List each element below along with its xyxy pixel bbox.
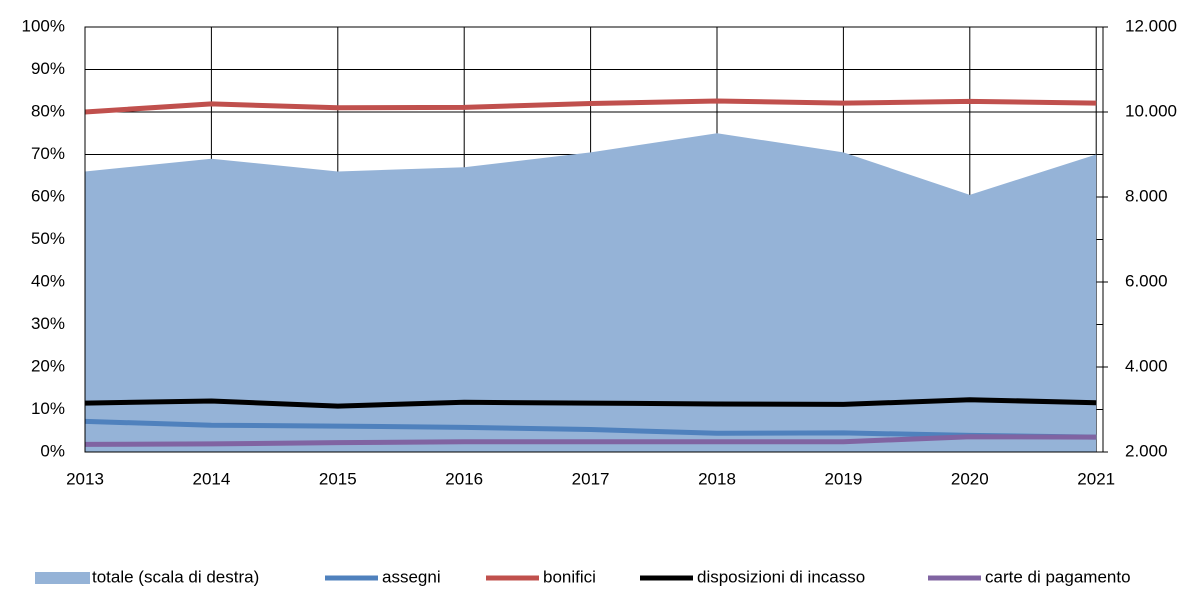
y-tick-label: 0% bbox=[40, 441, 65, 460]
x-tick-label: 2013 bbox=[66, 469, 104, 488]
y2-tick-label: 12.000 bbox=[1125, 16, 1177, 35]
y-tick-label: 40% bbox=[31, 271, 65, 290]
line bbox=[84, 418, 1097, 440]
x-tick-label: 2017 bbox=[572, 469, 610, 488]
y-tick-label: 80% bbox=[31, 101, 65, 120]
line bbox=[84, 98, 1097, 115]
y-tick-label: 20% bbox=[31, 356, 65, 375]
y2-tick-label: 4.000 bbox=[1125, 356, 1168, 375]
y2-tick-label: 6.000 bbox=[1125, 271, 1168, 290]
area bbox=[85, 133, 1097, 452]
y-tick-label: 30% bbox=[31, 314, 65, 333]
x-tick-label: 2016 bbox=[445, 469, 483, 488]
x-tick-label: 2020 bbox=[951, 469, 989, 488]
y-tick-label: 90% bbox=[31, 59, 65, 78]
y-tick-label: 100% bbox=[22, 16, 65, 35]
x-tick-label: 2021 bbox=[1077, 469, 1115, 488]
y2-tick-label: 2.000 bbox=[1125, 441, 1168, 460]
y2-tick-label: 8.000 bbox=[1125, 186, 1168, 205]
x-tick-label: 2018 bbox=[698, 469, 736, 488]
y-tick-label: 70% bbox=[31, 144, 65, 163]
legend-label: assegni bbox=[382, 567, 441, 586]
legend-label: bonifici bbox=[543, 567, 596, 586]
plot-border bbox=[84, 26, 1104, 453]
legend-label: totale (scala di destra) bbox=[92, 567, 259, 586]
line bbox=[84, 434, 1097, 447]
y-tick-label: 50% bbox=[31, 229, 65, 248]
y-tick-label: 60% bbox=[31, 186, 65, 205]
x-tick-label: 2019 bbox=[824, 469, 862, 488]
legend-swatch bbox=[35, 572, 90, 584]
legend-label: disposizioni di incasso bbox=[697, 567, 865, 586]
line bbox=[84, 397, 1097, 409]
x-tick-label: 2015 bbox=[319, 469, 357, 488]
y-tick-label: 10% bbox=[31, 399, 65, 418]
y2-tick-label: 10.000 bbox=[1125, 101, 1177, 120]
legend-label: carte di pagamento bbox=[985, 567, 1131, 586]
x-tick-label: 2014 bbox=[192, 469, 230, 488]
